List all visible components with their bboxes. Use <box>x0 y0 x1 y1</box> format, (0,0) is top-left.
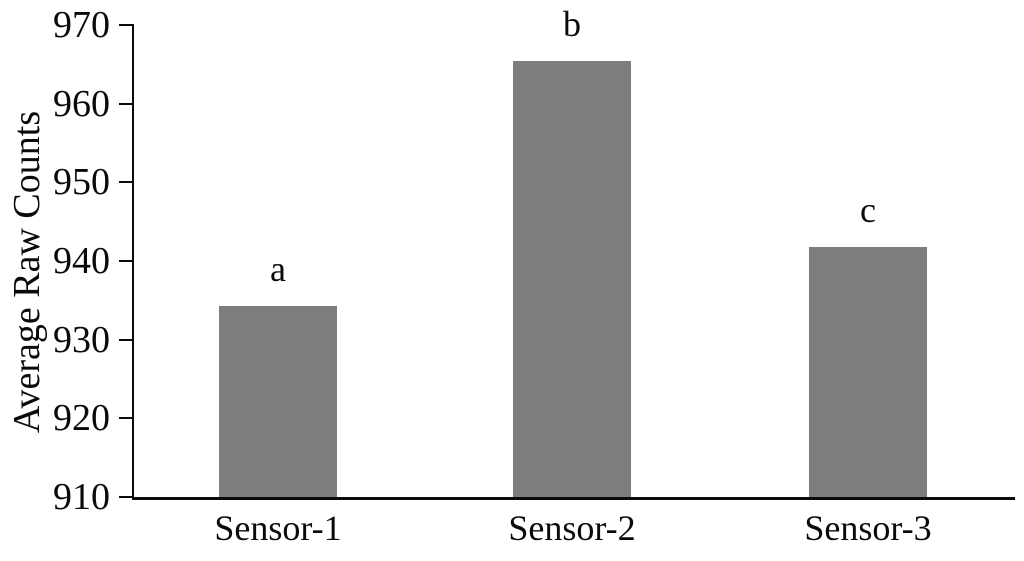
x-tick-label: Sensor-2 <box>508 508 636 548</box>
y-tick-label: 960 <box>53 82 110 125</box>
y-tick <box>119 24 132 26</box>
bar-annotation: c <box>860 189 876 230</box>
y-tick-label: 920 <box>53 397 110 440</box>
bar-sensor-2 <box>513 61 631 497</box>
bar-sensor-3 <box>809 246 927 497</box>
x-axis-line <box>132 497 1015 500</box>
bar-sensor-1 <box>219 305 337 497</box>
x-tick-label: Sensor-1 <box>214 508 342 548</box>
y-tick-label: 910 <box>53 476 110 518</box>
y-tick-label: 940 <box>53 240 110 282</box>
y-tick-label: 930 <box>53 318 110 361</box>
y-tick <box>119 417 132 420</box>
y-tick <box>119 102 132 105</box>
y-tick <box>119 338 132 341</box>
y-tick <box>119 260 132 262</box>
x-tick-label: Sensor-3 <box>804 508 932 548</box>
y-tick-label: 970 <box>53 4 110 46</box>
bar-annotation: b <box>563 4 581 45</box>
y-tick-label: 950 <box>53 161 110 204</box>
y-tick <box>119 496 132 498</box>
bar-annotation: a <box>270 248 286 289</box>
y-axis-line <box>132 24 134 500</box>
y-tick <box>119 181 132 184</box>
